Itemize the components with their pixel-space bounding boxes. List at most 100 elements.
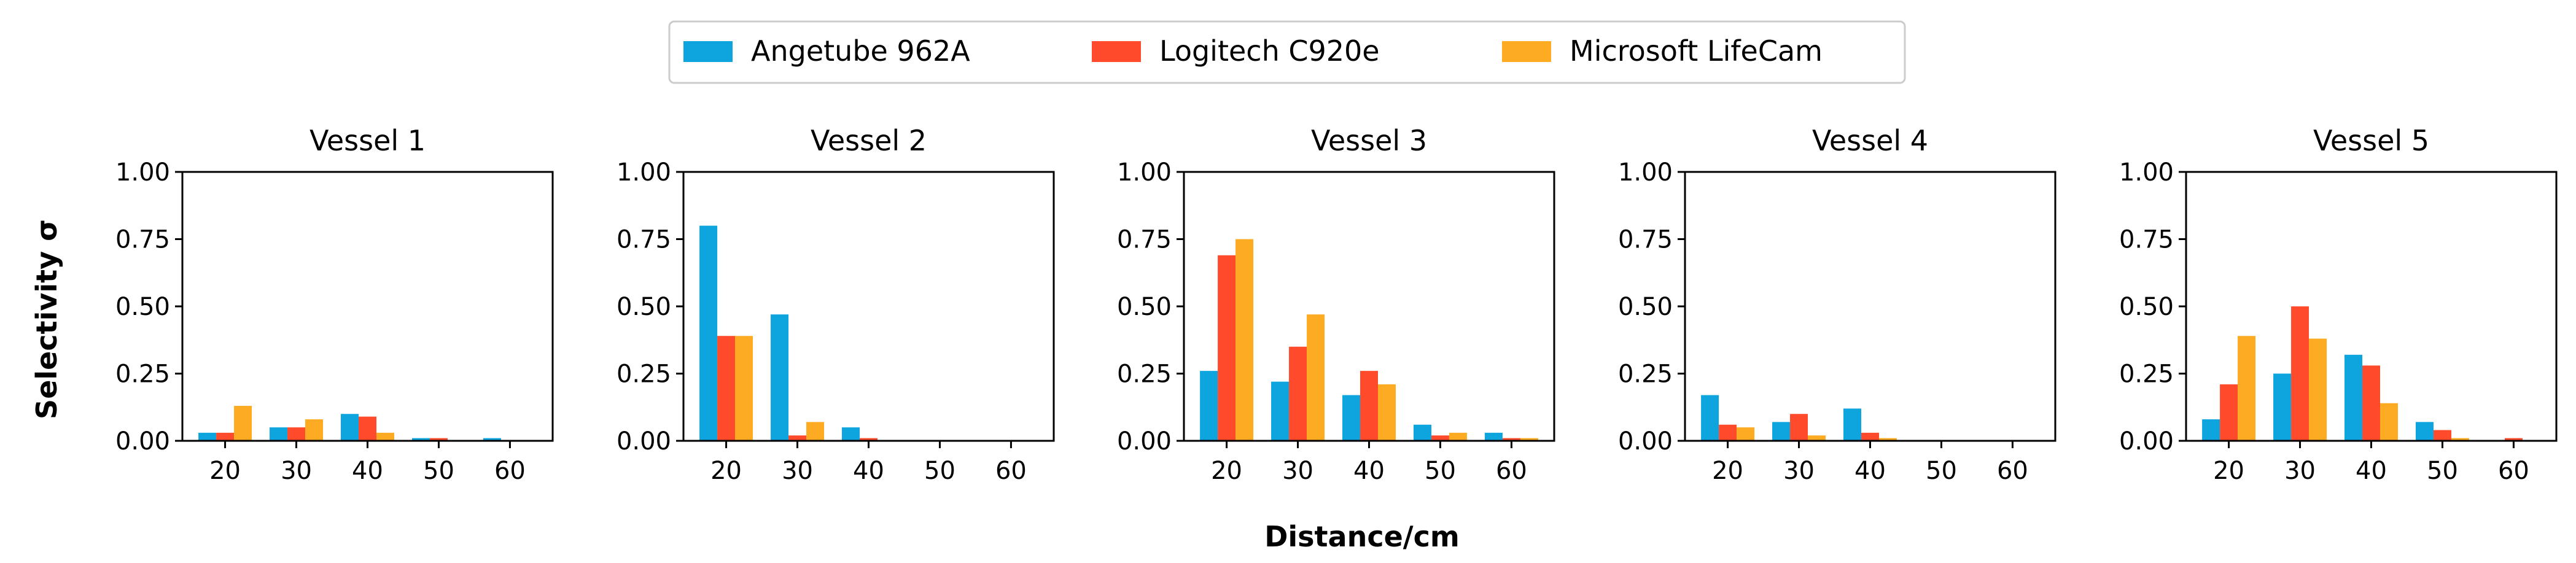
panel-title: Vessel 2: [811, 124, 927, 157]
bar-v3-s3-c1: [1235, 239, 1254, 441]
bar-v5-s2-c4: [2433, 430, 2451, 441]
panel-title: Vessel 5: [2313, 124, 2429, 157]
y-tick-label: 0.25: [1618, 360, 1673, 389]
y-tick-label: 0.25: [1117, 360, 1172, 389]
bar-v3-s3-c3: [1377, 384, 1396, 441]
y-tick-label: 0.50: [1117, 293, 1172, 321]
axes-frame: [181, 171, 554, 442]
bar-v2-s3-c2: [806, 422, 825, 441]
bar-v5-s3-c4: [2451, 438, 2469, 441]
x-tick-label: 40: [1854, 457, 1886, 485]
x-tick-label: 60: [494, 457, 526, 485]
x-tick-label: 60: [2498, 457, 2529, 485]
x-tick-label: 30: [2284, 457, 2316, 485]
bar-v3-s3-c2: [1307, 314, 1325, 441]
y-tick-label: 0.00: [1618, 427, 1673, 456]
y-tick-label: 0.75: [1117, 226, 1172, 254]
x-tick-label: 50: [1926, 457, 1957, 485]
bar-v5-s1-c4: [2415, 422, 2434, 441]
y-tick-label: 1.00: [1618, 158, 1673, 187]
y-tick-label: 1.00: [115, 158, 170, 187]
y-tick-label: 0.25: [115, 360, 170, 389]
y-tick-label: 0.00: [1117, 427, 1172, 456]
bar-v4-s1-c1: [1701, 395, 1719, 441]
y-axis-label: Selectivity σ: [30, 219, 63, 419]
bar-v3-s1-c3: [1342, 395, 1361, 441]
bar-v4-s1-c3: [1843, 408, 1862, 441]
x-tick-label: 60: [995, 457, 1027, 485]
y-tick-label: 0.25: [617, 360, 671, 389]
bar-v1-s3-c1: [234, 406, 252, 441]
bar-v2-s3-c1: [735, 336, 753, 441]
bar-v4-s2-c3: [1861, 432, 1879, 441]
bar-v3-s2-c2: [1289, 346, 1307, 441]
y-tick-label: 1.00: [1117, 158, 1172, 187]
y-tick-label: 0.75: [617, 226, 671, 254]
bar-v1-s2-c3: [359, 416, 376, 441]
bar-v4-s3-c2: [1808, 435, 1826, 441]
x-tick-label: 40: [853, 457, 884, 485]
y-tick-label: 0.50: [2119, 293, 2174, 321]
bar-v4-s1-c2: [1772, 422, 1791, 441]
bar-v1-s3-c3: [376, 432, 394, 441]
bar-v5-s3-c3: [2379, 403, 2398, 441]
x-tick-label: 20: [1712, 457, 1743, 485]
bar-v1-s1-c3: [341, 414, 359, 441]
legend-swatch-3: [1502, 41, 1551, 62]
bar-v3-s2-c5: [1502, 438, 1520, 441]
legend-label-2: Logitech C920e: [1159, 34, 1380, 68]
bar-v5-s1-c2: [2273, 373, 2292, 441]
bar-v3-s1-c2: [1271, 381, 1290, 441]
x-tick-label: 40: [1353, 457, 1385, 485]
panel-title: Vessel 1: [309, 124, 426, 157]
y-tick-label: 0.75: [1618, 226, 1673, 254]
bar-v3-s3-c5: [1520, 438, 1538, 441]
x-tick-label: 20: [1211, 457, 1242, 485]
panel-5: 0.00 0.25 0.50 0.75 1.00 20 30 40 50 60 Vessel 5: [2119, 124, 2558, 485]
bar-v5-s2-c3: [2362, 365, 2380, 441]
y-tick-label: 1.00: [2119, 158, 2174, 187]
bar-v5-s3-c2: [2309, 338, 2327, 441]
panel-4: 0.00 0.25 0.50 0.75 1.00 20 30 40 50 60 Vessel 4: [1618, 124, 2057, 485]
x-tick-label: 30: [1783, 457, 1815, 485]
legend: Angetube 962A Logitech C920e Microsoft Lif…: [668, 20, 1906, 84]
bar-v5-s2-c2: [2291, 306, 2309, 441]
y-tick-label: 0.00: [617, 427, 671, 456]
bar-v5-s3-c1: [2238, 336, 2256, 441]
y-tick-label: 0.50: [617, 293, 671, 321]
bar-v2-s2-c3: [860, 438, 877, 441]
bar-v3-s1-c5: [1484, 432, 1503, 441]
x-tick-label: 60: [1997, 457, 2028, 485]
y-tick-label: 0.25: [2119, 360, 2174, 389]
x-tick-label: 30: [281, 457, 312, 485]
bar-v4-s2-c2: [1790, 414, 1808, 441]
y-tick-label: 0.75: [2119, 226, 2174, 254]
bar-v1-s2-c4: [429, 438, 448, 441]
bar-v2-s1-c1: [699, 225, 718, 441]
bar-v3-s1-c4: [1413, 424, 1431, 441]
bar-v1-s2-c1: [216, 432, 235, 441]
bar-v1-s1-c2: [270, 427, 288, 441]
panel-1: 0.00 0.25 0.50 0.75 1.00 20 30 40 50 60 Vessel 1: [115, 124, 554, 485]
x-tick-label: 40: [352, 457, 383, 485]
bar-v2-s2-c2: [788, 435, 807, 441]
x-axis-label: Distance/cm: [1264, 520, 1460, 553]
bar-v3-s2-c4: [1431, 435, 1449, 441]
chart-panels: 0.00 0.25 0.50 0.75 1.00 20 30 40 50 60 Vessel 1 0.…: [115, 124, 2558, 485]
legend-label-1: Angetube 962A: [751, 34, 970, 68]
x-tick-label: 50: [423, 457, 454, 485]
bar-v5-s2-c5: [2504, 438, 2523, 441]
bar-v1-s1-c5: [483, 438, 501, 441]
bar-v3-s1-c1: [1200, 371, 1218, 441]
x-tick-label: 30: [1282, 457, 1313, 485]
panel-2: 0.00 0.25 0.50 0.75 1.00 20 30 40 50 60 Vessel 2: [617, 124, 1055, 485]
legend-label-3: Microsoft LifeCam: [1570, 34, 1823, 68]
legend-box: [668, 20, 1906, 84]
panel-title: Vessel 3: [1311, 124, 1427, 157]
x-tick-label: 40: [2356, 457, 2387, 485]
bar-v1-s1-c1: [198, 432, 217, 441]
panel-3: 0.00 0.25 0.50 0.75 1.00 20 30 40 50 60 Vessel 3: [1117, 124, 1555, 485]
bar-v1-s3-c2: [305, 419, 324, 441]
legend-swatch-2: [1092, 41, 1141, 62]
